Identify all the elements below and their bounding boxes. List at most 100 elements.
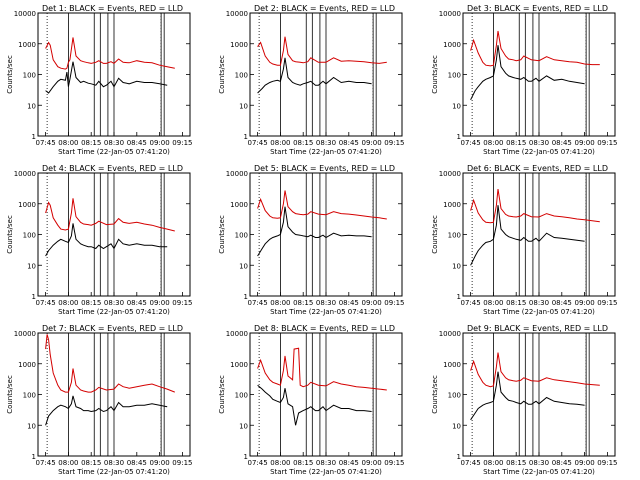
panel-title: Det 5: BLACK = Events, RED = LLD [254,164,395,173]
y-tick-label: 100 [448,232,461,240]
x-tick-label: 08:30 [316,299,336,307]
x-tick-label: 07:45 [248,139,268,147]
x-tick-label: 08:30 [529,459,549,467]
y-tick-label: 10000 [439,170,461,178]
y-axis-label: Counts/sec [218,55,226,94]
y-tick-label: 10000 [14,330,36,338]
y-tick-label: 100 [448,72,461,80]
lld-series-line [45,334,175,393]
x-tick-label: 08:00 [483,299,503,307]
y-tick-label: 1000 [18,361,36,369]
x-tick-label: 08:00 [58,459,78,467]
panel-title: Det 3: BLACK = Events, RED = LLD [467,4,608,13]
y-tick-label: 1 [457,453,461,461]
y-tick-label: 1000 [18,201,36,209]
x-tick-label: 09:00 [575,459,595,467]
x-tick-label: 07:45 [248,299,268,307]
x-tick-label: 07:45 [36,299,56,307]
y-axis-label: Counts/sec [218,375,226,414]
y-tick-label: 1000 [230,361,248,369]
detector-panel-7: Det 7: BLACK = Events, RED = LLD 1 10 100 10… [6,324,192,476]
x-tick-label: 08:00 [270,139,290,147]
y-tick-label: 10 [27,262,36,270]
x-tick-label: 08:45 [127,299,147,307]
x-tick-label: 08:30 [104,299,124,307]
lld-series-line [45,198,175,232]
y-axis-label: Counts/sec [6,375,14,414]
x-tick-label: 08:00 [483,139,503,147]
y-tick-label: 100 [235,72,248,80]
y-tick-label: 10 [239,102,248,110]
panel-title: Det 7: BLACK = Events, RED = LLD [42,324,183,333]
lld-series-line [257,347,387,391]
y-tick-label: 1000 [230,201,248,209]
events-series-line [257,57,372,94]
x-tick-label: 09:00 [150,299,170,307]
x-tick-label: 08:45 [127,139,147,147]
events-series-line [470,205,585,266]
panel-title: Det 4: BLACK = Events, RED = LLD [42,164,183,173]
x-tick-label: 07:45 [248,459,268,467]
x-tick-label: 07:45 [36,459,56,467]
y-tick-label: 10 [452,422,461,430]
x-axis-label: Start Time (22-Jan-05 07:41:20) [270,148,382,156]
x-tick-label: 08:45 [339,139,359,147]
detector-panel-3: Det 3: BLACK = Events, RED = LLD 1 10 100 10… [431,4,617,156]
lld-series-line [470,352,600,388]
y-axis-label: Counts/sec [431,375,439,414]
y-tick-label: 10000 [439,330,461,338]
x-axis-label: Start Time (22-Jan-05 07:41:20) [483,148,595,156]
x-axis-label: Start Time (22-Jan-05 07:41:20) [270,468,382,476]
x-tick-label: 08:15 [293,459,313,467]
x-tick-label: 08:30 [316,459,336,467]
x-tick-label: 08:00 [58,139,78,147]
x-tick-label: 08:45 [552,299,572,307]
events-series-line [45,395,168,426]
detector-panel-2: Det 2: BLACK = Events, RED = LLD 1 10 100 10… [218,4,404,156]
y-tick-label: 10 [239,422,248,430]
y-tick-label: 1 [457,133,461,141]
x-axis-label: Start Time (22-Jan-05 07:41:20) [58,468,170,476]
y-tick-label: 10 [27,422,36,430]
y-axis-label: Counts/sec [218,215,226,254]
detector-panel-6: Det 6: BLACK = Events, RED = LLD 1 10 100 10… [431,164,617,316]
x-tick-label: 09:00 [150,139,170,147]
x-tick-label: 09:15 [597,139,617,147]
x-tick-label: 09:00 [575,139,595,147]
x-tick-label: 09:15 [384,299,404,307]
x-tick-label: 08:15 [81,139,101,147]
x-tick-label: 08:15 [506,139,526,147]
x-tick-label: 08:45 [339,459,359,467]
y-tick-label: 1 [32,453,36,461]
y-axis-label: Counts/sec [6,215,14,254]
y-tick-label: 10 [27,102,36,110]
y-tick-label: 1 [32,133,36,141]
panel-title: Det 9: BLACK = Events, RED = LLD [467,324,608,333]
events-series-line [45,61,168,94]
detector-panel-5: Det 5: BLACK = Events, RED = LLD 1 10 100 10… [218,164,404,316]
y-tick-label: 1000 [443,41,461,49]
x-tick-label: 08:15 [293,139,313,147]
x-tick-label: 09:15 [597,299,617,307]
y-tick-label: 100 [23,392,36,400]
detector-panel-8: Det 8: BLACK = Events, RED = LLD 1 10 100 10… [218,324,404,476]
panel-title: Det 2: BLACK = Events, RED = LLD [254,4,395,13]
y-tick-label: 1 [244,133,248,141]
x-tick-label: 07:45 [461,459,481,467]
x-axis-label: Start Time (22-Jan-05 07:41:20) [483,308,595,316]
x-tick-label: 08:45 [552,139,572,147]
x-tick-label: 08:45 [339,299,359,307]
y-tick-label: 1000 [443,361,461,369]
x-tick-label: 07:45 [461,299,481,307]
x-tick-label: 08:15 [293,299,313,307]
y-tick-label: 10 [239,262,248,270]
x-axis-label: Start Time (22-Jan-05 07:41:20) [58,308,170,316]
x-axis-label: Start Time (22-Jan-05 07:41:20) [270,308,382,316]
y-axis-label: Counts/sec [6,55,14,94]
events-series-line [470,45,585,101]
x-tick-label: 08:00 [270,459,290,467]
x-tick-label: 08:30 [529,139,549,147]
lld-series-line [45,37,175,70]
x-tick-label: 08:15 [81,299,101,307]
